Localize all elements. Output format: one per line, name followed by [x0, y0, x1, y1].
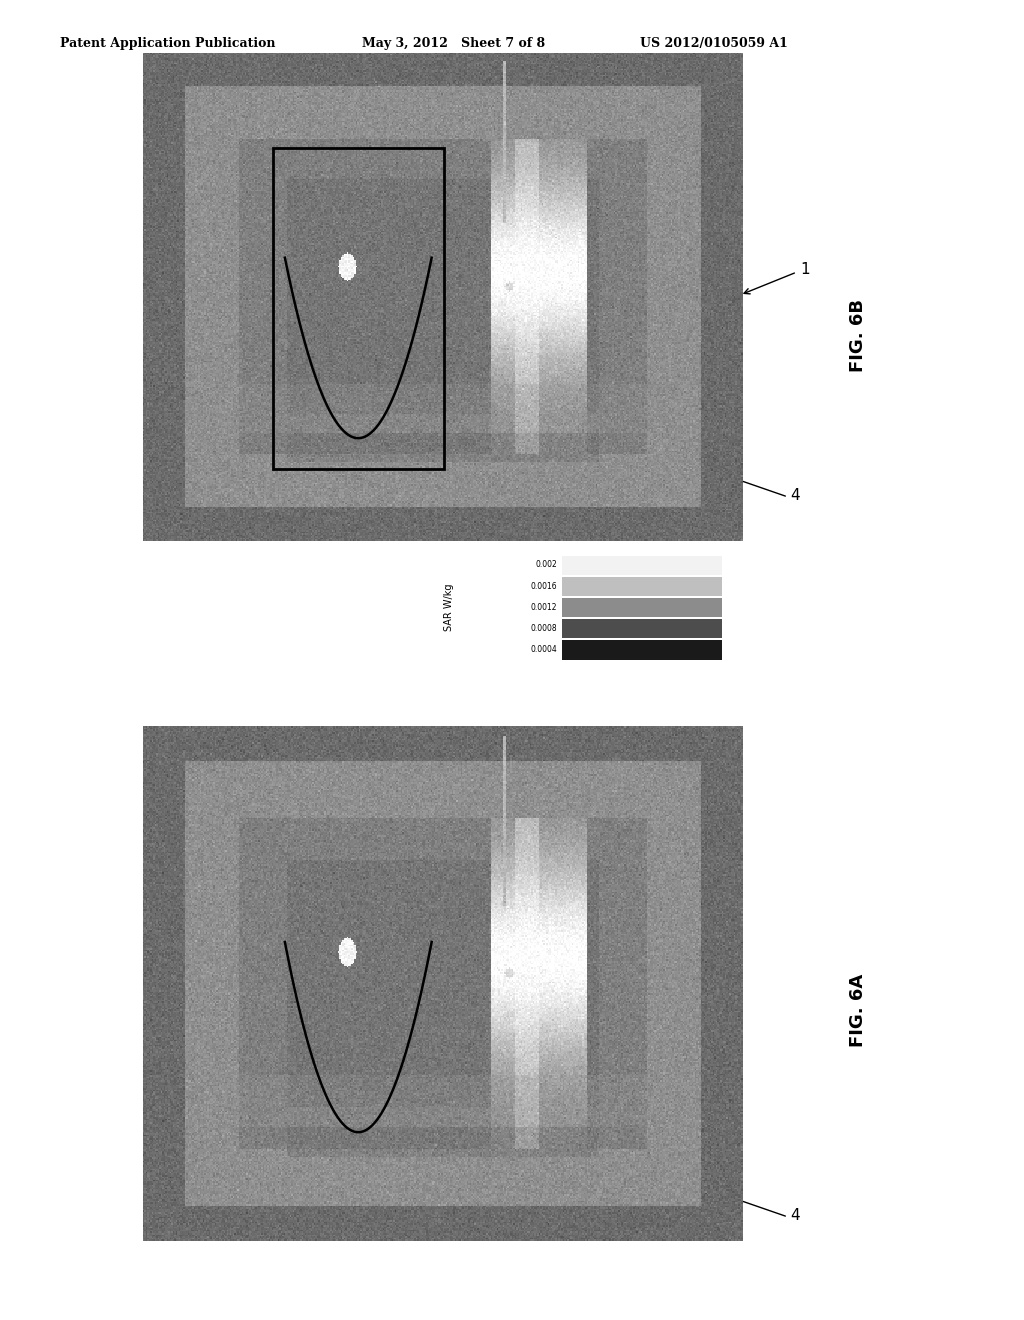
Text: SAR W/kg: SAR W/kg [444, 583, 454, 631]
Text: Patent Application Publication: Patent Application Publication [60, 37, 275, 50]
Text: 0.0012: 0.0012 [531, 603, 557, 611]
Text: US 2012/0105059 A1: US 2012/0105059 A1 [640, 37, 787, 50]
Bar [562, 640, 722, 660]
Bar [562, 598, 722, 618]
Text: 4: 4 [790, 487, 800, 503]
Text: 1: 1 [800, 263, 810, 277]
Text: 0.0016: 0.0016 [530, 582, 557, 590]
Bar [273, 148, 443, 469]
Bar [562, 577, 722, 597]
Text: FIG. 6B: FIG. 6B [849, 298, 867, 371]
Text: 0.0004: 0.0004 [530, 645, 557, 653]
Text: FIG. 6A: FIG. 6A [849, 973, 867, 1047]
Text: 0.0008: 0.0008 [530, 624, 557, 632]
Text: 0.002: 0.002 [536, 561, 557, 569]
Text: May 3, 2012   Sheet 7 of 8: May 3, 2012 Sheet 7 of 8 [362, 37, 545, 50]
Bar [562, 556, 722, 576]
Bar [562, 619, 722, 639]
Text: 4: 4 [790, 1208, 800, 1222]
